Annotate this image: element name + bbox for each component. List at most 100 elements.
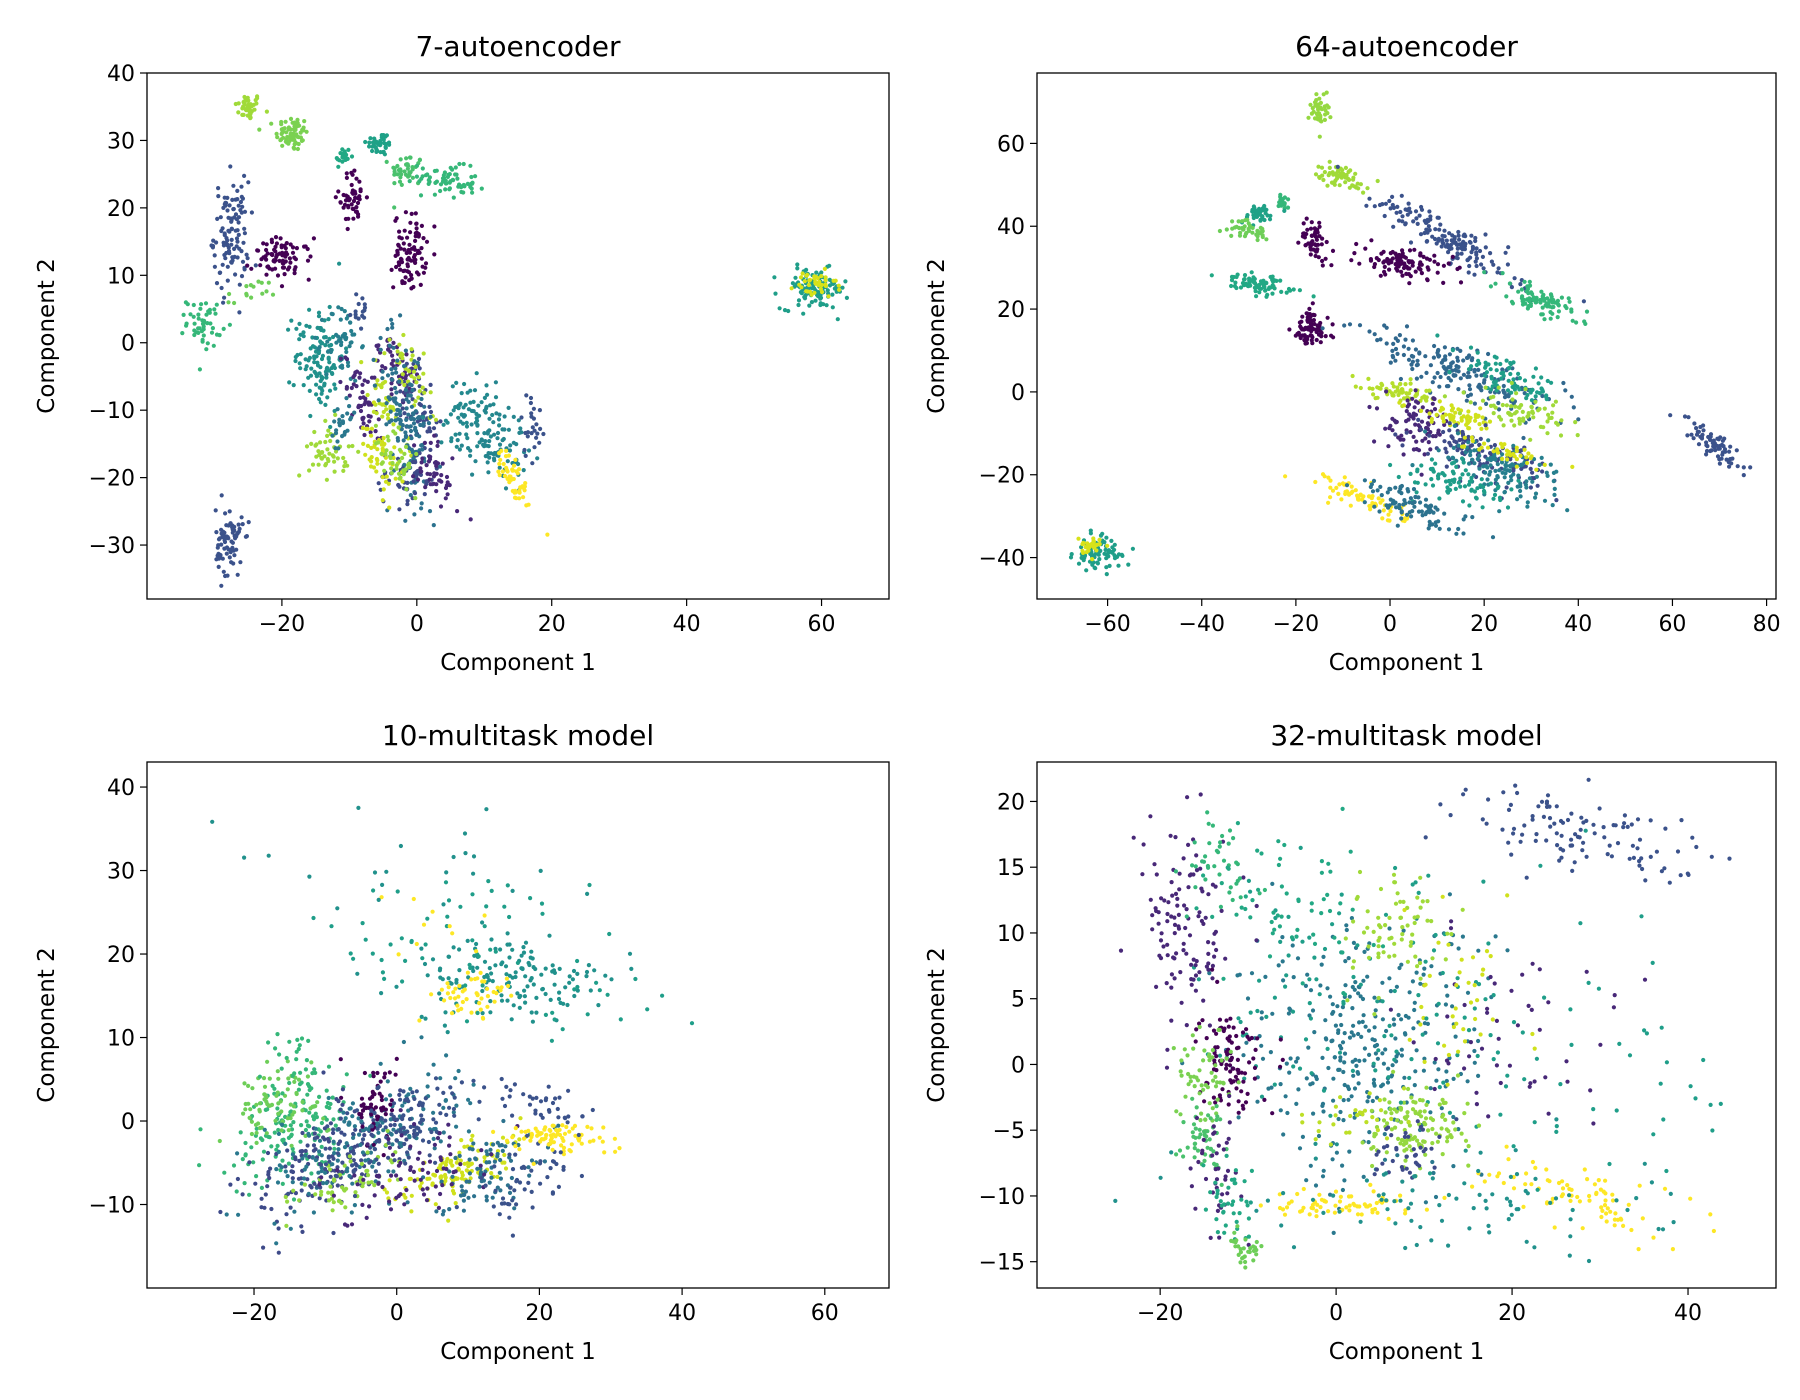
scatter-point — [1378, 337, 1383, 342]
scatter-point — [384, 401, 389, 406]
scatter-point — [1308, 252, 1313, 257]
scatter-point — [343, 1205, 348, 1210]
scatter-point — [508, 443, 513, 448]
scatter-point — [420, 385, 425, 390]
scatter-point — [388, 409, 393, 414]
scatter-point — [280, 1158, 285, 1163]
scatter-point — [389, 267, 394, 272]
scatter-point — [689, 1021, 695, 1026]
scatter-point — [1209, 273, 1214, 278]
scatter-point — [1570, 318, 1575, 323]
scatter-point — [215, 545, 220, 550]
scatter-point — [1250, 230, 1255, 235]
scatter-point — [1404, 271, 1409, 276]
scatter-point — [410, 387, 415, 393]
scatter-point — [1536, 381, 1541, 386]
scatter-point — [1524, 479, 1529, 484]
scatter-point — [394, 463, 399, 468]
scatter-point — [1469, 250, 1474, 255]
scatter-point — [303, 367, 308, 372]
scatter-point — [209, 243, 214, 248]
scatter-point — [485, 986, 490, 992]
scatter-point — [284, 130, 289, 135]
scatter-point — [1308, 240, 1314, 246]
scatter-point — [221, 326, 226, 331]
scatter-point — [216, 186, 221, 191]
scatter-point — [245, 263, 250, 268]
scatter-point — [1455, 252, 1460, 257]
scatter-point — [311, 1117, 317, 1122]
scatter-point — [1495, 449, 1500, 454]
scatter-point — [1509, 390, 1514, 395]
scatter-point — [1318, 340, 1323, 345]
scatter-point — [275, 1180, 281, 1185]
scatter-point — [299, 1188, 304, 1193]
scatter-point — [246, 1083, 251, 1088]
scatter-point — [1463, 514, 1468, 519]
scatter-point — [1252, 285, 1257, 290]
scatter-point — [402, 364, 407, 369]
scatter-point — [422, 961, 428, 967]
scatter-point — [245, 95, 250, 100]
scatter-point — [1408, 274, 1413, 279]
scatter-point — [304, 1119, 309, 1124]
scatter-point — [356, 301, 361, 307]
scatter-point — [1258, 230, 1263, 235]
scatter-point — [470, 472, 475, 477]
scatter-point — [448, 179, 453, 184]
scatter-point — [1399, 259, 1404, 264]
scatter-point — [403, 348, 408, 353]
scatter-point — [301, 128, 306, 133]
scatter-point — [795, 266, 800, 271]
scatter-point — [557, 990, 562, 995]
scatter-point — [1509, 418, 1514, 423]
scatter-point — [1470, 515, 1475, 520]
scatter-point — [348, 312, 353, 318]
scatter-point — [1488, 481, 1493, 486]
scatter-point — [1368, 484, 1373, 490]
scatter-point — [1423, 503, 1428, 508]
scatter-point — [448, 165, 453, 170]
scatter-point — [344, 396, 349, 401]
scatter-point — [297, 123, 302, 128]
scatter-point — [411, 896, 416, 902]
scatter-point — [457, 431, 462, 436]
scatter-point — [507, 474, 512, 479]
scatter-point — [1435, 507, 1440, 512]
scatter-point — [1462, 444, 1467, 449]
scatter-point — [495, 430, 501, 436]
scatter-point — [1282, 208, 1287, 213]
scatter-point — [398, 167, 403, 172]
scatter-point — [482, 979, 487, 984]
scatter-point — [1310, 106, 1315, 111]
scatter-point — [333, 431, 339, 436]
scatter-point — [1533, 394, 1538, 399]
scatter-point — [1244, 281, 1249, 286]
scatter-point — [381, 487, 386, 492]
scatter-point — [1734, 448, 1739, 453]
scatter-point — [398, 843, 403, 849]
scatter-point — [1276, 203, 1281, 209]
scatter-point — [261, 1245, 266, 1250]
scatter-point — [314, 382, 319, 387]
scatter-point — [1696, 429, 1701, 434]
scatter-point — [1520, 462, 1525, 467]
scatter-point — [1234, 285, 1239, 291]
scatter-point — [459, 189, 464, 195]
scatter-point — [323, 335, 328, 340]
scatter-point — [1419, 419, 1425, 424]
scatter-point — [1399, 433, 1404, 438]
scatter-point — [404, 352, 409, 357]
scatter-point — [835, 317, 840, 322]
scatter-point — [387, 1070, 392, 1075]
scatter-point — [407, 179, 412, 184]
scatter-point — [411, 369, 417, 374]
scatter-point — [343, 198, 349, 203]
scatter-point — [367, 140, 372, 145]
scatter-point — [350, 172, 355, 177]
scatter-point — [488, 947, 493, 952]
scatter-point — [418, 282, 423, 287]
scatter-point — [418, 193, 424, 198]
scatter-point — [223, 511, 228, 516]
scatter-point — [228, 521, 233, 526]
